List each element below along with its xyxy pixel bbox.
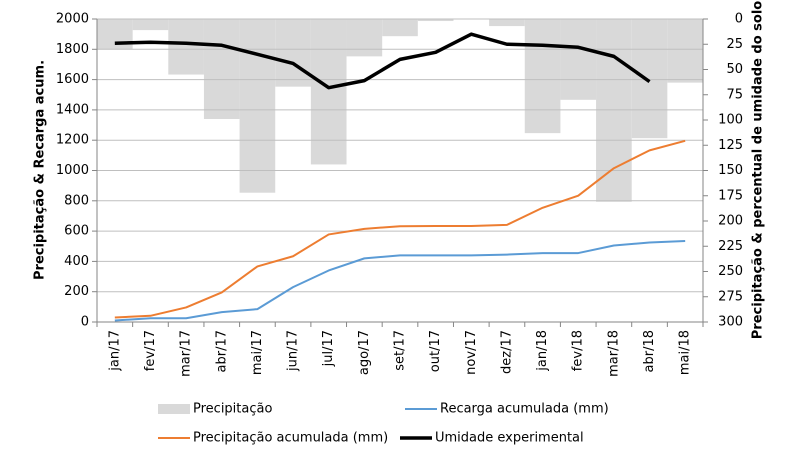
legend-label: Recarga acumulada (mm) bbox=[440, 402, 609, 417]
y2-tick-label: 200 bbox=[718, 214, 743, 229]
bar bbox=[132, 19, 169, 31]
y-tick-label: 1400 bbox=[56, 102, 89, 117]
y2-tick-label: 225 bbox=[718, 239, 743, 254]
bar bbox=[631, 19, 668, 139]
y2-tick-label: 275 bbox=[718, 289, 743, 304]
bar bbox=[168, 19, 204, 75]
x-tick-label: abr/17 bbox=[214, 330, 229, 373]
x-tick-label: jan/18 bbox=[535, 330, 550, 372]
x-tick-label: out/17 bbox=[428, 330, 443, 372]
x-tick-label: set/17 bbox=[393, 330, 408, 371]
y-tick-label: 2000 bbox=[56, 12, 89, 27]
y-tick-label: 600 bbox=[64, 224, 89, 239]
x-tick-label: fev/18 bbox=[571, 330, 586, 371]
bar bbox=[667, 19, 703, 83]
y-tick-label: 1800 bbox=[56, 42, 89, 57]
bar bbox=[382, 19, 418, 37]
x-tick-label: mai/17 bbox=[250, 330, 265, 375]
bar bbox=[596, 19, 632, 202]
y-tick-label: 200 bbox=[64, 284, 89, 299]
bar bbox=[489, 19, 525, 27]
y-tick-label: 1000 bbox=[56, 163, 89, 178]
line bbox=[114, 239, 686, 322]
x-tick-label: nov/17 bbox=[464, 330, 479, 375]
bar bbox=[275, 19, 311, 87]
y2-tick-label: 50 bbox=[726, 62, 743, 77]
y2-tick-label: 0 bbox=[735, 12, 743, 27]
bar bbox=[239, 19, 276, 193]
y2-tick-label: 300 bbox=[718, 315, 743, 330]
y2-axis-title: Precipitação & percentual de umidade do … bbox=[751, 1, 766, 340]
y-tick-label: 1200 bbox=[56, 133, 89, 148]
bar bbox=[97, 19, 133, 50]
legend-label: Precipitação acumulada (mm) bbox=[193, 431, 388, 446]
x-tick-label: jun/17 bbox=[286, 330, 301, 372]
x-tick-label: mai/18 bbox=[678, 330, 693, 375]
x-tick-label: abr/18 bbox=[642, 330, 657, 373]
x-tick-label: jan/17 bbox=[107, 330, 122, 372]
x-tick-label: mar/17 bbox=[179, 330, 194, 377]
y2-tick-label: 250 bbox=[718, 264, 743, 279]
bar bbox=[203, 19, 240, 119]
y2-tick-label: 100 bbox=[718, 113, 743, 128]
bar bbox=[346, 19, 383, 57]
line bbox=[114, 139, 686, 319]
y-axis-title: Precipitação & Recarga acum. bbox=[33, 60, 48, 280]
legend-label: Umidade experimental bbox=[435, 431, 584, 446]
y-tick-label: 1600 bbox=[56, 72, 89, 87]
bar bbox=[524, 19, 561, 134]
y2-tick-label: 175 bbox=[718, 188, 743, 203]
y2-tick-label: 25 bbox=[726, 37, 743, 52]
y-tick-label: 800 bbox=[64, 193, 89, 208]
y2-tick-label: 150 bbox=[718, 163, 743, 178]
legend-label: Precipitação bbox=[193, 402, 272, 417]
x-tick-label: mar/18 bbox=[606, 330, 621, 377]
x-tick-label: jul/17 bbox=[321, 330, 336, 367]
y2-tick-label: 75 bbox=[726, 87, 743, 102]
y2-tick-label: 125 bbox=[718, 138, 743, 153]
x-tick-label: ago/17 bbox=[357, 330, 372, 375]
bar bbox=[560, 19, 597, 100]
x-tick-label: dez/17 bbox=[499, 330, 514, 374]
bar bbox=[417, 19, 454, 22]
y-tick-label: 400 bbox=[64, 254, 89, 269]
line bbox=[114, 32, 651, 90]
bar bbox=[310, 19, 347, 165]
legend-swatch bbox=[158, 404, 190, 414]
y-tick-label: 0 bbox=[81, 315, 89, 330]
x-tick-label: fev/17 bbox=[143, 330, 158, 371]
